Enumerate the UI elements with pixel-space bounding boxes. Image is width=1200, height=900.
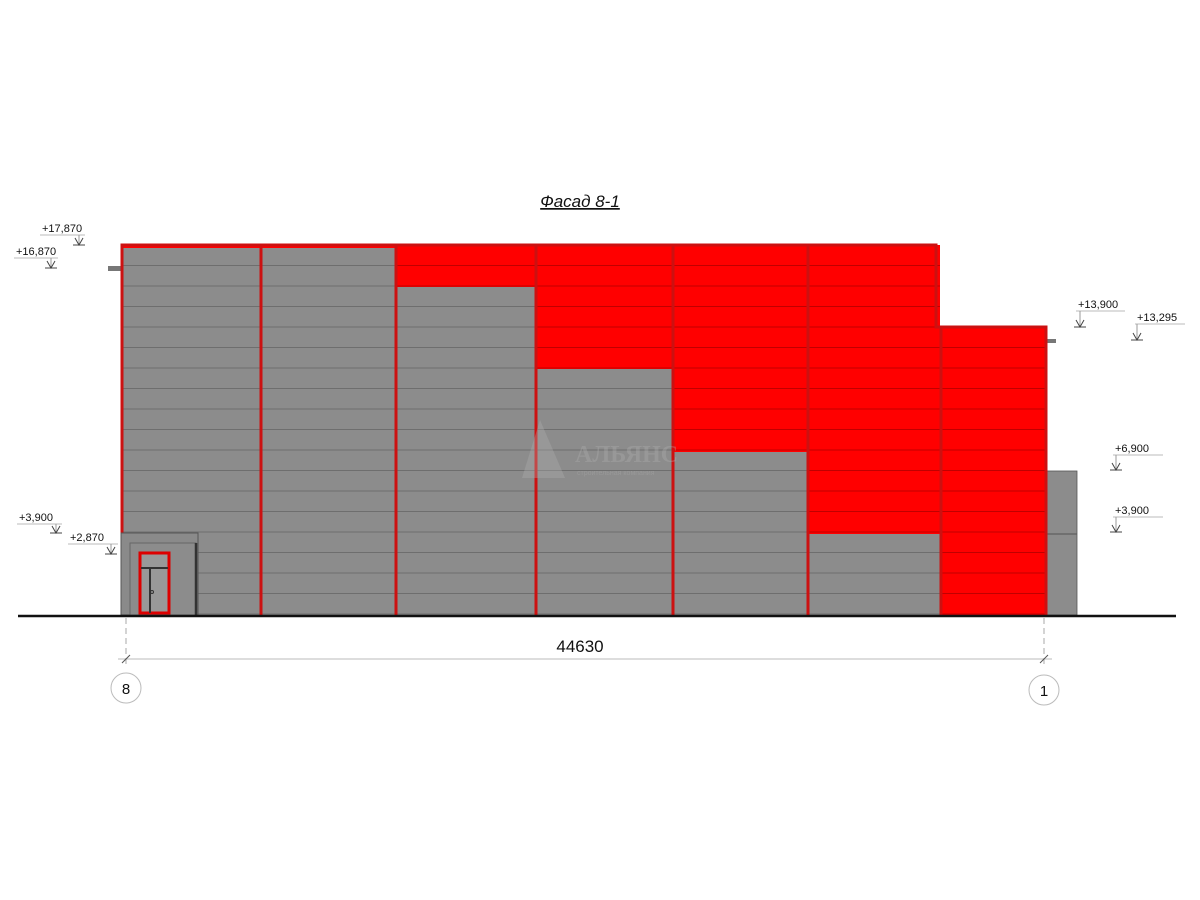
elevation-label: +13,295: [1137, 312, 1177, 324]
building-outline-trim: [120, 243, 1048, 615]
svg-text:строительная компания: строительная компания: [577, 470, 655, 477]
elevation-marks: +17,870 +16,870 +3,900 +2,870 +13,900 +13,295…: [14, 223, 1185, 556]
elevation-mark: +3,900: [1110, 505, 1163, 534]
watermark-logo: АЛЬЯНС строительная компания: [522, 420, 678, 478]
parapet-stub: [1047, 339, 1056, 343]
annex: [1046, 470, 1078, 616]
elevation-label: +13,900: [1078, 299, 1118, 311]
elevation-mark: +13,295: [1131, 312, 1185, 342]
building-elevation: [108, 243, 1078, 616]
svg-text:1: 1: [1040, 683, 1048, 700]
elevation-mark: +16,870: [14, 246, 58, 270]
elevation-mark: +13,900: [1074, 299, 1125, 329]
red-panel-zone: [672, 245, 807, 452]
elevation-mark: +2,870: [68, 532, 118, 556]
elevation-mark: +3,900: [17, 512, 62, 535]
parapet-stub: [108, 266, 122, 271]
dimension-text: 44630: [556, 637, 603, 656]
gray-panel-zone: [395, 287, 535, 615]
overall-dimension: 44630: [118, 618, 1052, 668]
gray-panel-zone: [807, 534, 940, 615]
svg-text:АЛЬЯНС: АЛЬЯНС: [575, 442, 678, 468]
elevation-label: +2,870: [70, 532, 104, 544]
door-handle: [150, 590, 154, 594]
red-panel-zone: [807, 245, 940, 534]
elevation-label: +17,870: [42, 223, 82, 235]
elevation-mark: +17,870: [40, 223, 85, 247]
elevation-mark: +6,900: [1110, 443, 1163, 472]
svg-text:8: 8: [122, 681, 130, 698]
elevation-label: +3,900: [1115, 505, 1149, 517]
gray-panel-zone: [260, 248, 395, 615]
elevation-label: +6,900: [1115, 443, 1149, 455]
axis-bubble-8: 8: [110, 672, 142, 704]
elevation-label: +3,900: [19, 512, 53, 524]
gray-panel-zone: [535, 369, 672, 615]
entrance-door: [138, 551, 171, 615]
elevation-label: +16,870: [16, 246, 56, 258]
drawing-title: Фасад 8-1: [540, 192, 620, 211]
axis-bubble-1: 1: [1028, 674, 1060, 706]
gray-panel-zone: [672, 452, 807, 615]
